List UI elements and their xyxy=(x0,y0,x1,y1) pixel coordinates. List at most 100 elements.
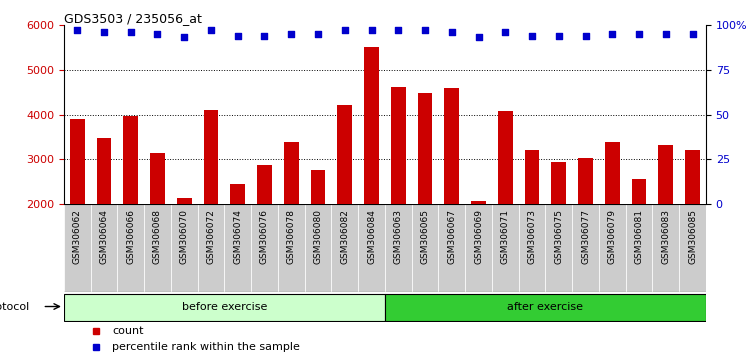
Bar xyxy=(498,111,513,294)
Text: GSM306068: GSM306068 xyxy=(153,209,162,264)
Text: GSM306067: GSM306067 xyxy=(448,209,457,264)
Bar xyxy=(545,204,572,292)
Bar xyxy=(177,198,192,294)
Point xyxy=(285,31,297,36)
Text: GSM306074: GSM306074 xyxy=(234,209,243,264)
Bar xyxy=(445,88,459,294)
Text: protocol: protocol xyxy=(0,302,29,312)
Point xyxy=(71,27,83,33)
Text: GSM306073: GSM306073 xyxy=(527,209,536,264)
Point xyxy=(232,33,244,38)
Bar xyxy=(117,204,144,292)
Text: GSM306075: GSM306075 xyxy=(554,209,563,264)
Text: GSM306082: GSM306082 xyxy=(340,209,349,264)
Bar xyxy=(284,142,299,294)
Text: GSM306078: GSM306078 xyxy=(287,209,296,264)
Text: GSM306076: GSM306076 xyxy=(260,209,269,264)
Bar xyxy=(91,204,117,292)
Text: GSM306071: GSM306071 xyxy=(501,209,510,264)
Text: GSM306063: GSM306063 xyxy=(394,209,403,264)
Bar xyxy=(551,162,566,294)
Text: GSM306084: GSM306084 xyxy=(367,209,376,264)
Bar xyxy=(492,204,519,292)
Text: before exercise: before exercise xyxy=(182,302,267,312)
Bar xyxy=(418,93,433,294)
Bar xyxy=(204,110,219,294)
Text: GSM306081: GSM306081 xyxy=(635,209,644,264)
Point xyxy=(553,33,565,38)
Point xyxy=(205,27,217,33)
Text: GSM306069: GSM306069 xyxy=(474,209,483,264)
Point xyxy=(98,29,110,35)
Bar xyxy=(364,47,379,294)
Bar xyxy=(171,204,198,292)
Bar xyxy=(123,116,138,294)
Point xyxy=(339,27,351,33)
Point xyxy=(392,27,404,33)
Bar xyxy=(97,138,111,294)
Bar xyxy=(679,204,706,292)
Text: GSM306080: GSM306080 xyxy=(313,209,322,264)
Point xyxy=(312,31,324,36)
Point xyxy=(686,31,698,36)
Bar xyxy=(231,184,245,294)
Bar xyxy=(385,204,412,292)
Text: GSM306083: GSM306083 xyxy=(662,209,671,264)
Bar xyxy=(685,150,700,294)
Bar xyxy=(225,204,251,292)
Point xyxy=(606,31,618,36)
Bar xyxy=(144,204,170,292)
Bar xyxy=(150,153,164,294)
Text: GSM306077: GSM306077 xyxy=(581,209,590,264)
Point xyxy=(580,33,592,38)
Text: after exercise: after exercise xyxy=(508,302,584,312)
Bar xyxy=(519,204,545,292)
Point xyxy=(499,29,511,35)
Text: GSM306085: GSM306085 xyxy=(688,209,697,264)
Text: GSM306070: GSM306070 xyxy=(179,209,189,264)
Bar xyxy=(311,170,325,294)
Bar xyxy=(337,105,352,294)
Point xyxy=(178,35,190,40)
Bar xyxy=(70,119,85,294)
Point xyxy=(472,35,484,40)
Bar xyxy=(599,204,626,292)
Bar xyxy=(305,204,331,292)
Point xyxy=(152,31,164,36)
Bar xyxy=(653,204,679,292)
Point xyxy=(258,33,270,38)
Point xyxy=(660,31,672,36)
Text: GSM306066: GSM306066 xyxy=(126,209,135,264)
Point xyxy=(446,29,458,35)
Point xyxy=(633,31,645,36)
Bar xyxy=(465,204,492,292)
Text: count: count xyxy=(112,326,143,336)
Point xyxy=(366,27,378,33)
Bar xyxy=(331,204,358,292)
Bar xyxy=(251,204,278,292)
Text: GSM306072: GSM306072 xyxy=(207,209,216,264)
Bar xyxy=(358,204,385,292)
Bar xyxy=(659,145,673,294)
Bar xyxy=(439,204,465,292)
Text: GSM306064: GSM306064 xyxy=(99,209,108,264)
Bar xyxy=(64,294,385,321)
Bar xyxy=(412,204,439,292)
Point xyxy=(526,33,538,38)
Text: percentile rank within the sample: percentile rank within the sample xyxy=(112,342,300,352)
Text: GDS3503 / 235056_at: GDS3503 / 235056_at xyxy=(64,12,202,25)
Text: GSM306065: GSM306065 xyxy=(421,209,430,264)
Bar xyxy=(257,165,272,294)
Bar xyxy=(278,204,305,292)
Text: GSM306079: GSM306079 xyxy=(608,209,617,264)
Bar xyxy=(525,150,539,294)
Bar xyxy=(471,201,486,294)
Bar xyxy=(385,294,706,321)
Point xyxy=(125,29,137,35)
Bar xyxy=(572,204,599,292)
Bar xyxy=(64,204,91,292)
Bar xyxy=(198,204,225,292)
Bar xyxy=(391,87,406,294)
Bar xyxy=(632,179,647,294)
Bar xyxy=(578,158,593,294)
